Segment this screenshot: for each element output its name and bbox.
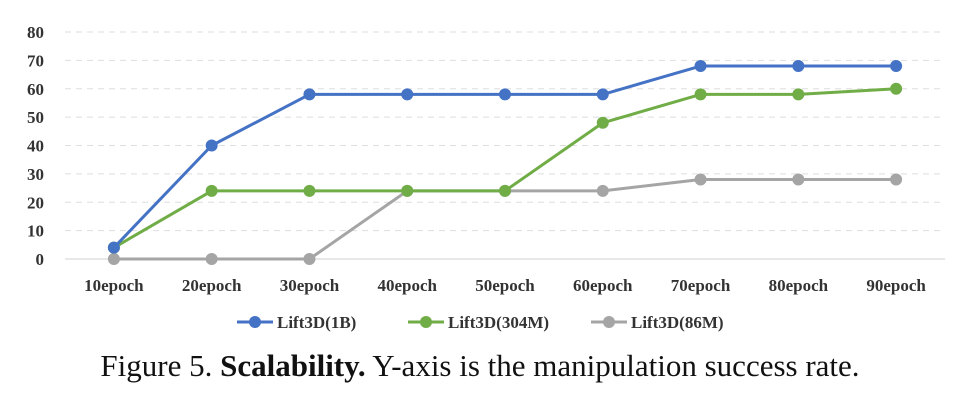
line-chart: 0 10 20 30 40 50 60 70 80 10epoch 20epoch 30epoch 4…	[27, 23, 945, 332]
legend-item: Lift3D(1B)	[237, 313, 356, 332]
data-point	[596, 88, 609, 101]
data-point	[596, 116, 609, 129]
x-axis-ticks: 10epoch 20epoch 30epoch 40epoch 50epoch 60epo…	[84, 276, 926, 295]
y-axis-ticks: 0 10 20 30 40 50 60 70 80	[27, 23, 44, 269]
caption-bold: Scalability.	[220, 348, 366, 383]
x-tick-label: 10epoch	[84, 276, 144, 295]
data-point	[890, 82, 903, 95]
legend: Lift3D(1B) Lift3D(304M) Lift3D(86M)	[237, 313, 724, 332]
data-point	[792, 88, 805, 101]
legend-label: Lift3D(304M)	[448, 313, 549, 332]
data-point	[499, 88, 511, 101]
data-point	[107, 241, 120, 254]
data-point	[401, 184, 414, 197]
x-tick-label: 50epoch	[475, 276, 535, 295]
series-Lift3D(1B)	[107, 60, 903, 254]
x-tick-label: 80epoch	[769, 276, 829, 295]
legend-item: Lift3D(304M)	[408, 313, 549, 332]
data-point	[596, 184, 609, 197]
x-tick-label: 60epoch	[573, 276, 633, 295]
data-point	[694, 60, 707, 73]
data-point	[303, 88, 316, 101]
y-tick-label: 60	[27, 80, 44, 99]
y-tick-label: 40	[27, 137, 44, 156]
data-point	[694, 88, 707, 101]
data-point	[694, 173, 707, 186]
caption-text: Y-axis is the manipulation success rate.	[372, 348, 860, 383]
y-tick-label: 20	[27, 193, 44, 212]
legend-swatch-marker	[603, 316, 615, 328]
y-tick-label: 10	[27, 222, 44, 241]
y-tick-label: 30	[27, 165, 44, 184]
y-tick-label: 80	[27, 23, 44, 42]
series-lines	[107, 60, 903, 265]
legend-item: Lift3D(86M)	[591, 313, 724, 332]
data-point	[792, 173, 805, 186]
legend-swatch-marker	[420, 316, 432, 328]
data-point	[890, 173, 903, 186]
y-tick-label: 70	[27, 51, 44, 70]
data-point	[303, 184, 316, 197]
data-point	[303, 253, 316, 265]
data-point	[205, 253, 218, 265]
series-line	[112, 87, 898, 250]
data-point	[499, 184, 511, 197]
caption-prefix: Figure 5.	[100, 348, 213, 383]
x-tick-label: 20epoch	[182, 276, 242, 295]
data-point	[890, 60, 903, 73]
series-Lift3D(304M)	[107, 82, 903, 254]
data-point	[205, 139, 218, 152]
x-tick-label: 90epoch	[866, 276, 926, 295]
x-tick-label: 40epoch	[377, 276, 437, 295]
legend-label: Lift3D(86M)	[631, 313, 724, 332]
y-tick-label: 0	[36, 250, 45, 269]
legend-label: Lift3D(1B)	[277, 313, 356, 332]
x-tick-label: 70epoch	[671, 276, 731, 295]
data-point	[107, 253, 120, 265]
y-tick-label: 50	[27, 108, 44, 127]
figure-caption: Figure 5. Scalability. Y-axis is the man…	[0, 348, 960, 384]
data-point	[401, 88, 414, 101]
x-tick-label: 30epoch	[280, 276, 340, 295]
data-point	[792, 60, 805, 73]
data-point	[205, 184, 218, 197]
legend-swatch-marker	[249, 316, 261, 328]
